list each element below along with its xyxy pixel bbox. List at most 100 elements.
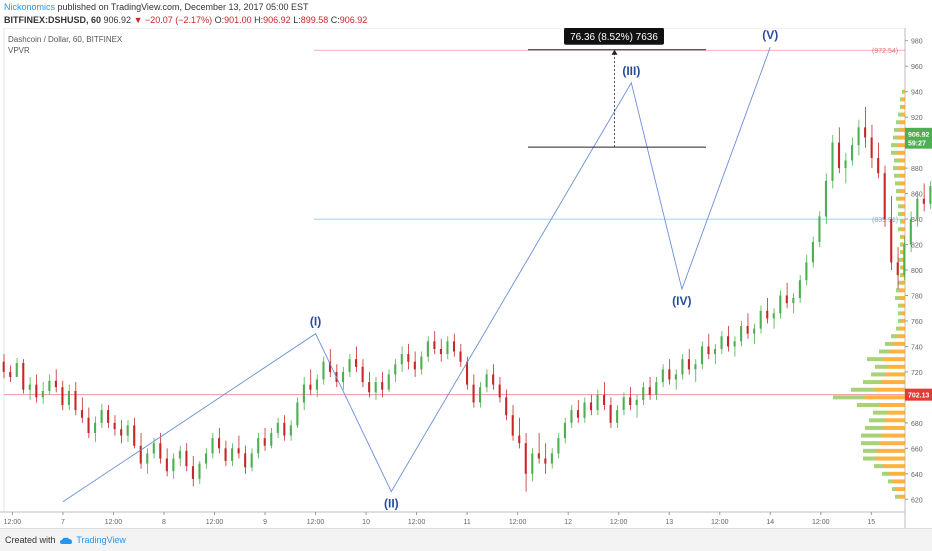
candle-body (361, 366, 364, 383)
volume-profile-bar-sell (900, 326, 905, 331)
volume-profile-bar-buy (851, 387, 875, 392)
candle-body (890, 219, 893, 263)
candle-body (929, 185, 932, 204)
x-tick-label: 12:00 (408, 519, 426, 526)
candle-body (368, 382, 371, 393)
volume-profile-bar-buy (900, 234, 902, 239)
x-tick-label: 14 (766, 519, 774, 526)
candle-body (107, 410, 110, 423)
symbol-label: BITFINEX:DSHUSD, 60 (4, 15, 102, 25)
volume-profile-bar-buy (900, 265, 902, 270)
candle-body (524, 443, 527, 474)
candle-body (94, 422, 97, 434)
x-tick-label: 15 (867, 519, 875, 526)
volume-profile-bar-sell (883, 357, 905, 362)
volume-profile-bar-sell (887, 364, 905, 369)
publish-line: Nickonomics published on TradingView.com… (4, 2, 309, 13)
x-tick-label: 12:00 (4, 519, 22, 526)
candle-body (831, 142, 834, 181)
low-label: L: (293, 15, 301, 25)
volume-profile-bar-buy (895, 494, 898, 499)
candle-body (903, 244, 906, 276)
candle-body (818, 216, 821, 242)
price-chart[interactable]: 6206406606807007207407607808008208408608… (0, 28, 932, 528)
plot-frame (3, 28, 906, 513)
chart-legend: Dashcoin / Dollar, 60, BITFINEX VPVR (8, 34, 122, 56)
candle-body (544, 458, 547, 464)
volume-profile-bar-buy (865, 425, 883, 430)
candle-body (655, 382, 658, 395)
volume-profile-bar-sell (901, 257, 905, 262)
volume-profile-bar-sell (901, 318, 905, 323)
wave-label: (III) (622, 64, 640, 78)
candle-body (609, 405, 612, 423)
tradingview-brand[interactable]: TradingView (76, 535, 126, 545)
candle-body (61, 387, 64, 406)
candle-body (518, 435, 521, 444)
candle-body (120, 429, 123, 436)
volume-profile-bar-sell (901, 303, 905, 308)
candle-body (315, 379, 318, 390)
legend-indicator[interactable]: VPVR (8, 46, 30, 55)
tradingview-cloud-icon (60, 537, 73, 545)
candle-body (753, 328, 756, 334)
wave-label: (IV) (672, 294, 691, 308)
x-tick-label: 10 (362, 519, 370, 526)
candle-body (67, 391, 71, 406)
candle-body (537, 453, 540, 459)
candle-body (433, 341, 436, 349)
candle-body (472, 384, 475, 403)
candle-body (687, 359, 690, 370)
candle-body (159, 443, 162, 459)
y-tick-label: 800 (911, 268, 923, 275)
volume-profile-bar-sell (885, 372, 905, 377)
candle-body (811, 241, 814, 263)
candle-body (642, 387, 645, 400)
candle-body (557, 438, 560, 454)
candle-body (244, 453, 247, 468)
volume-profile-bar-sell (883, 464, 905, 469)
volume-profile-bar-buy (891, 334, 897, 339)
volume-profile-bar-sell (900, 120, 905, 125)
high-value: 906.92 (263, 15, 291, 25)
volume-profile-bar-buy (900, 104, 902, 109)
volume-profile-bar-sell (900, 189, 905, 194)
x-tick-label: 11 (463, 519, 470, 526)
candle-body (237, 448, 240, 454)
candle-body (798, 280, 801, 299)
candle-body (302, 384, 305, 403)
author-link[interactable]: Nickonomics (4, 2, 56, 12)
candle-body (531, 453, 534, 474)
candle-body (309, 384, 312, 390)
volume-profile-bar-sell (900, 288, 905, 293)
y-tick-label: 820 (911, 243, 923, 250)
x-tick-label: 12:00 (206, 519, 224, 526)
candle-body (635, 399, 638, 406)
x-tick-label: 9 (263, 519, 267, 526)
volume-profile-bar-sell (899, 173, 905, 178)
candle-body (909, 219, 912, 245)
candle-body (616, 410, 619, 423)
volume-profile-bar-sell (893, 479, 905, 484)
y-tick-label: 620 (911, 497, 923, 504)
y-tick-label: 880 (911, 166, 923, 173)
countdown-box (905, 136, 932, 149)
candle-body (603, 394, 606, 406)
candle-body (707, 346, 710, 355)
volume-profile-bar-sell (896, 487, 905, 492)
volume-profile-bar-buy (891, 143, 897, 148)
last-price-text: 906.92 (103, 15, 132, 25)
volume-profile-bar-buy (863, 448, 877, 453)
candle-body (864, 127, 867, 138)
footer-text: Created with TradingView (5, 535, 126, 545)
countdown-label: 59:27 (908, 141, 926, 148)
volume-profile-bar-buy (833, 395, 865, 400)
candle-body (511, 415, 514, 436)
candle-body (498, 384, 501, 398)
candle-body (355, 359, 358, 367)
wave-label: (V) (762, 28, 778, 42)
volume-profile-bar-sell (881, 433, 905, 438)
open-label: O: (214, 15, 225, 25)
volume-profile-bar-sell (887, 410, 905, 415)
volume-profile-bar-buy (896, 288, 900, 293)
